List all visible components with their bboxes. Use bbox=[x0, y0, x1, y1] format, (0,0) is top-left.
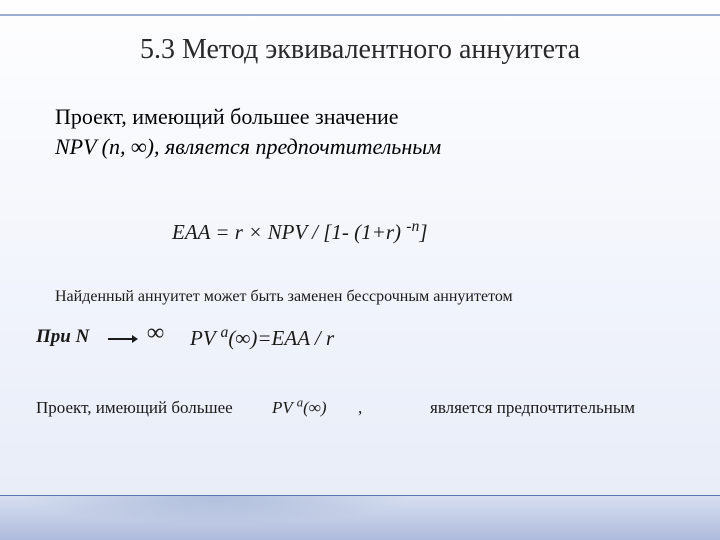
infinity-symbol: ∞ bbox=[147, 320, 164, 347]
formula-eaa-body: EAA = r × NPV / [1- (1+r) bbox=[172, 220, 406, 244]
conclusion-expr-post: (∞) bbox=[303, 398, 326, 417]
intro-text: Проект, имеющий большее значение NPV (n,… bbox=[55, 102, 660, 161]
arrow-icon bbox=[108, 334, 138, 344]
formula-pv: PV a(∞)=EAA / r bbox=[190, 326, 334, 351]
annuity-note: Найденный аннуитет может быть заменен бе… bbox=[55, 288, 513, 306]
conclusion-part1: Проект, имеющий большее bbox=[36, 398, 233, 418]
intro-npv: NPV (n, ∞) bbox=[55, 134, 154, 159]
slide-title: 5.3 Метод эквивалентного аннуитета bbox=[0, 34, 720, 66]
intro-line1: Проект, имеющий большее значение bbox=[55, 104, 399, 129]
slide: 5.3 Метод эквивалентного аннуитета Проек… bbox=[0, 0, 720, 540]
formula-eaa: EAA = r × NPV / [1- (1+r) -n] bbox=[172, 220, 428, 245]
conclusion-expr: PV a(∞) bbox=[272, 398, 327, 418]
formula-eaa-close: ] bbox=[419, 220, 427, 244]
conclusion-comma: , bbox=[358, 398, 362, 418]
intro-line2-post: , является предпочтительным bbox=[154, 134, 441, 159]
bottom-band bbox=[0, 495, 720, 540]
formula-pv-pre: PV bbox=[190, 326, 221, 350]
formula-pv-post: (∞)=EAA / r bbox=[228, 326, 334, 350]
conclusion-expr-pre: PV bbox=[272, 398, 297, 417]
formula-eaa-sup: -n bbox=[406, 218, 419, 235]
pri-n-label: При N bbox=[36, 326, 89, 348]
top-accent-line bbox=[0, 14, 720, 16]
conclusion-part3: является предпочтительным bbox=[430, 398, 635, 418]
